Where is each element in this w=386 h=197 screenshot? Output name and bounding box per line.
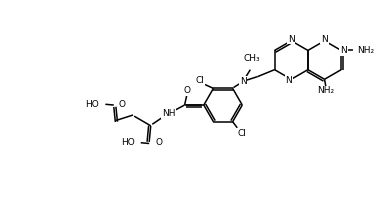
Text: NH: NH (162, 109, 175, 118)
Text: O: O (183, 86, 190, 95)
Text: Cl: Cl (237, 129, 246, 138)
Text: N: N (340, 46, 347, 55)
Text: NH₂: NH₂ (357, 46, 374, 55)
Text: HO: HO (85, 100, 99, 109)
Text: N: N (288, 35, 295, 44)
Text: N: N (240, 77, 246, 86)
Text: O: O (119, 100, 126, 109)
Text: NH₂: NH₂ (318, 86, 335, 95)
Text: CH₃: CH₃ (243, 54, 260, 63)
Text: N: N (321, 35, 328, 44)
Text: HO: HO (121, 138, 135, 147)
Text: N: N (286, 75, 292, 85)
Text: Cl: Cl (195, 76, 204, 85)
Text: O: O (156, 138, 163, 147)
